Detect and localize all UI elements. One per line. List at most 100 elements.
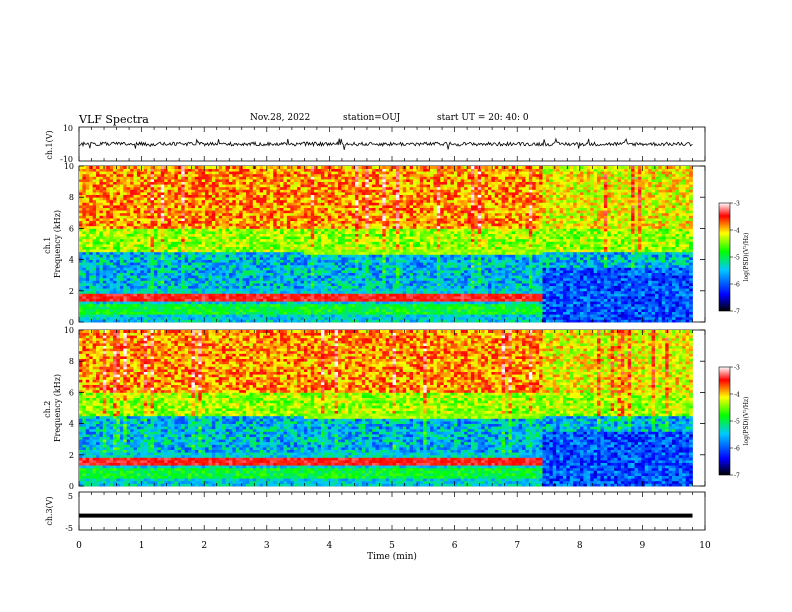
spectrogram-cell bbox=[184, 277, 189, 281]
spectrogram-cell bbox=[136, 181, 141, 185]
spectrogram-cell bbox=[242, 319, 247, 323]
spectrogram-cell bbox=[252, 197, 257, 201]
spectrogram-cell bbox=[351, 283, 356, 286]
spectrogram-cell bbox=[147, 166, 151, 169]
spectrogram-cell bbox=[256, 288, 261, 292]
spectrogram-cell bbox=[205, 194, 209, 198]
spectrogram-cell bbox=[184, 241, 189, 245]
spectrogram-cell bbox=[358, 210, 363, 214]
spectrogram-cell bbox=[188, 306, 192, 310]
spectrogram-cell bbox=[280, 246, 284, 250]
spectrogram-cell bbox=[147, 314, 151, 318]
spectrogram-cell bbox=[89, 202, 94, 206]
spectrogram-cell bbox=[249, 181, 254, 185]
spectrogram-cell bbox=[143, 173, 148, 177]
spectrogram-cell bbox=[99, 283, 104, 286]
spectrogram-cell bbox=[320, 228, 325, 232]
spectrogram-cell bbox=[126, 275, 131, 279]
spectrogram-cell bbox=[147, 244, 151, 247]
spectrogram-cell bbox=[307, 270, 312, 273]
spectrogram-cell bbox=[327, 246, 332, 250]
spectrogram-cell bbox=[263, 288, 267, 292]
spectrogram-cell bbox=[283, 212, 288, 216]
spectrogram-cell bbox=[184, 215, 189, 219]
spectrogram-cell bbox=[218, 275, 223, 279]
spectrogram-cell bbox=[331, 166, 336, 169]
spectrogram-cell bbox=[320, 233, 325, 237]
spectrogram-cell bbox=[143, 244, 148, 247]
spectrogram-cell bbox=[126, 186, 131, 190]
spectrogram-cell bbox=[140, 301, 145, 305]
spectrogram-cell bbox=[222, 254, 226, 258]
spectrogram-cell bbox=[102, 254, 107, 258]
spectrogram-cell bbox=[123, 207, 128, 211]
spectrogram-cell bbox=[303, 238, 308, 242]
spectrogram-cell bbox=[102, 238, 107, 242]
spectrogram-cell bbox=[133, 173, 138, 177]
spectrogram-cell bbox=[153, 223, 158, 227]
spectrogram-cell bbox=[136, 171, 141, 175]
spectrogram-cell bbox=[344, 225, 349, 229]
spectrogram-cell bbox=[317, 197, 322, 201]
spectrogram-cell bbox=[119, 168, 124, 172]
spectrogram-cell bbox=[79, 236, 83, 240]
spectrogram-cell bbox=[348, 212, 353, 216]
spectrogram-cell bbox=[283, 176, 288, 180]
spectrogram-cell bbox=[126, 293, 131, 297]
spectrogram-cell bbox=[92, 166, 97, 169]
spectrogram-cell bbox=[96, 285, 100, 289]
spectrogram-cell bbox=[140, 166, 145, 169]
spectrogram-cell bbox=[215, 241, 220, 245]
spectrogram-cell bbox=[157, 241, 162, 245]
spectrogram-cell bbox=[198, 288, 203, 292]
spectrogram-cell bbox=[126, 218, 131, 221]
spectrogram-cell bbox=[242, 296, 247, 299]
spectrogram-cell bbox=[361, 311, 366, 315]
spectrogram-cell bbox=[351, 301, 356, 305]
spectrogram-cell bbox=[191, 296, 196, 299]
spectrogram-cell bbox=[164, 220, 169, 224]
spectrogram-cell bbox=[171, 173, 175, 177]
spectrogram-cell bbox=[157, 280, 162, 284]
spectrogram-cell bbox=[225, 280, 230, 284]
spectrogram-cell bbox=[181, 225, 186, 229]
spectrogram-cell bbox=[126, 303, 131, 307]
spectrogram-cell bbox=[184, 314, 189, 318]
spectrogram-cell bbox=[215, 301, 220, 305]
spectrogram-cell bbox=[174, 168, 179, 172]
spectrogram-cell bbox=[211, 233, 216, 237]
spectrogram-cell bbox=[283, 236, 288, 240]
spectrogram-cell bbox=[252, 298, 257, 302]
spectrogram-cell bbox=[99, 311, 104, 315]
spectrogram-cell bbox=[297, 199, 301, 203]
spectrogram-cell bbox=[286, 296, 291, 299]
spectrogram-cell bbox=[228, 314, 233, 318]
spectrogram-cell bbox=[113, 306, 117, 310]
spectrogram-cell bbox=[358, 285, 363, 289]
spectrogram-cell bbox=[269, 275, 274, 279]
spectrogram-cell bbox=[283, 233, 288, 237]
spectrogram-cell bbox=[266, 223, 271, 227]
spectrogram-cell bbox=[290, 316, 295, 320]
spectrogram-cell bbox=[102, 319, 107, 323]
spectrogram-cell bbox=[164, 244, 169, 247]
spectrogram-cell bbox=[123, 189, 128, 193]
spectrogram-cell bbox=[286, 186, 291, 190]
spectrogram-cell bbox=[348, 192, 353, 195]
spectrogram-cell bbox=[249, 210, 254, 214]
spectrogram-cell bbox=[171, 275, 175, 279]
spectrogram-cell bbox=[358, 197, 363, 201]
spectrogram-cell bbox=[160, 285, 165, 289]
spectrogram-cell bbox=[263, 210, 267, 214]
spectrogram-cell bbox=[317, 181, 322, 185]
spectrogram-cell bbox=[303, 210, 308, 214]
spectrogram-cell bbox=[102, 257, 107, 260]
spectrogram-cell bbox=[327, 283, 332, 286]
spectrogram-cell bbox=[130, 262, 134, 266]
spectrogram-cell bbox=[348, 186, 353, 190]
spectrogram-cell bbox=[286, 231, 291, 234]
spectrogram-cell bbox=[116, 262, 121, 266]
spectrogram-cell bbox=[164, 319, 169, 323]
spectrogram-cell bbox=[113, 186, 117, 190]
spectrogram-cell bbox=[256, 306, 261, 310]
